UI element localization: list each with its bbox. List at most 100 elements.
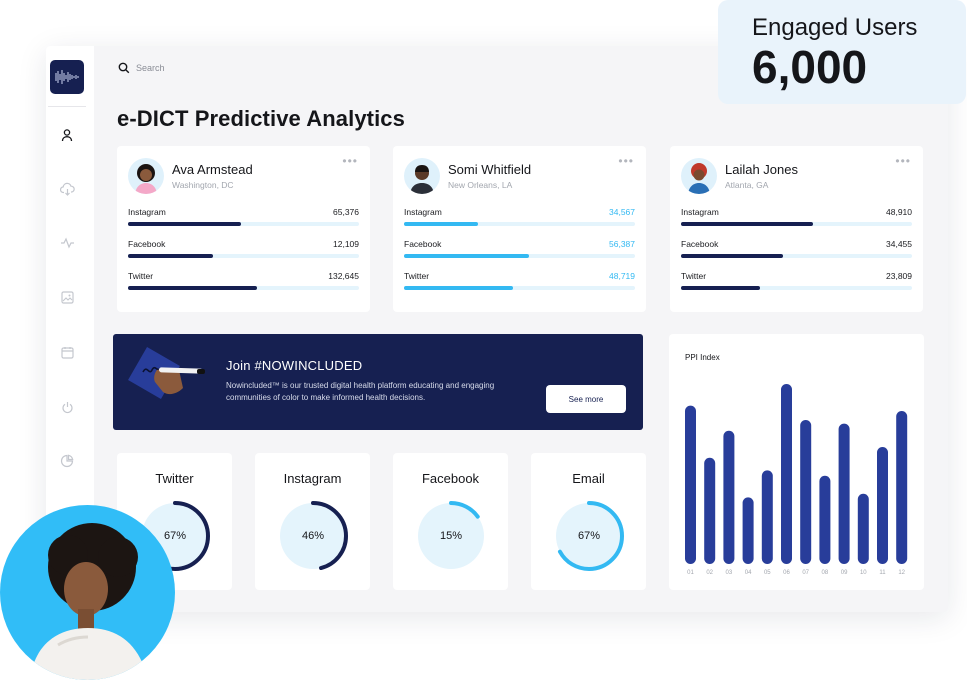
metric-label: Facebook (681, 239, 719, 249)
progress-track (128, 254, 359, 258)
metric-value: 34,567 (609, 207, 635, 217)
progress-track (681, 254, 912, 258)
power-icon[interactable] (58, 398, 76, 416)
page-title: e-DICT Predictive Analytics (117, 106, 405, 131)
progress-fill (681, 222, 813, 226)
person-location: Washington, DC (172, 180, 234, 190)
avatar (128, 158, 164, 194)
metric-label: Facebook (404, 239, 442, 249)
x-tick-label: 01 (687, 570, 694, 576)
bar-10 (857, 493, 869, 564)
sidebar-divider (48, 106, 86, 107)
progress-fill (681, 254, 783, 258)
x-tick-label: 05 (764, 570, 771, 576)
image-icon[interactable] (58, 288, 76, 306)
x-tick-label: 07 (802, 570, 809, 576)
donut-ring (278, 501, 348, 571)
bar-04 (742, 497, 754, 564)
metric-row: Instagram 48,910 (681, 207, 912, 226)
metric-row: Twitter 23,809 (681, 271, 912, 290)
bar-12 (896, 411, 908, 564)
cloud-download-icon[interactable] (58, 180, 76, 198)
more-options-icon[interactable]: ••• (342, 154, 358, 168)
user-icon[interactable] (58, 126, 76, 144)
bar-05 (761, 470, 773, 564)
app-logo[interactable] (50, 60, 84, 94)
metric-label: Twitter (404, 271, 430, 281)
x-tick-label: 11 (879, 570, 886, 576)
metric-value: 48,719 (609, 271, 635, 281)
more-options-icon[interactable]: ••• (618, 154, 634, 168)
progress-track (404, 286, 635, 290)
progress-fill (404, 222, 478, 226)
person-card[interactable]: ••• Somi Whitfield New Orleans, LA Insta… (393, 146, 646, 312)
stat-card[interactable]: Email 67% (531, 453, 646, 590)
progress-track (681, 286, 912, 290)
metric-label: Instagram (404, 207, 442, 217)
activity-icon[interactable] (58, 234, 76, 252)
stat-percent: 46% (301, 530, 325, 542)
metric-label: Twitter (681, 271, 707, 281)
banner-title: Join #NOWINCLUDED (226, 358, 363, 373)
x-tick-label: 09 (841, 570, 848, 576)
person-card[interactable]: ••• Ava Armstead Washington, DC Instagra… (117, 146, 370, 312)
metric-row: Instagram 34,567 (404, 207, 635, 226)
donut-ring (416, 501, 486, 571)
progress-fill (681, 286, 760, 290)
search-icon (118, 62, 130, 74)
see-more-button[interactable]: See more (546, 385, 626, 413)
stat-card[interactable]: Instagram 46% (255, 453, 370, 590)
nowincluded-banner: Join #NOWINCLUDED Nowincluded™ is our tr… (113, 334, 643, 430)
banner-description: Nowincluded™ is our trusted digital heal… (226, 381, 495, 402)
bar-08 (819, 475, 831, 564)
stat-percent: 67% (163, 530, 187, 542)
metric-value: 12,109 (333, 239, 359, 249)
pie-chart-icon[interactable] (58, 452, 76, 470)
stat-percent: 15% (439, 530, 463, 542)
metric-value: 65,376 (333, 207, 359, 217)
bar-07 (800, 420, 812, 564)
metric-value: 48,910 (886, 207, 912, 217)
more-options-icon[interactable]: ••• (895, 154, 911, 168)
engaged-users-label: Engaged Users (752, 14, 918, 41)
person-name: Lailah Jones (725, 162, 798, 177)
x-tick-label: 02 (706, 570, 713, 576)
progress-fill (404, 286, 513, 290)
bar-09 (838, 423, 850, 564)
metric-value: 34,455 (886, 239, 912, 249)
donut-chart (278, 501, 348, 571)
metric-value: 132,645 (328, 271, 359, 281)
donut-ring (554, 501, 624, 571)
stat-card[interactable]: Facebook 15% (393, 453, 508, 590)
bar-02 (704, 457, 716, 564)
metric-row: Twitter 132,645 (128, 271, 359, 290)
metric-row: Facebook 56,387 (404, 239, 635, 258)
x-tick-label: 06 (783, 570, 790, 576)
progress-track (681, 222, 912, 226)
stat-label: Facebook (421, 471, 480, 486)
engaged-users-badge: Engaged Users 6,000 (718, 0, 966, 104)
person-card[interactable]: ••• Lailah Jones Atlanta, GA Instagram 48… (670, 146, 923, 312)
progress-track (128, 222, 359, 226)
bar-01 (685, 405, 696, 564)
search-bar[interactable]: Search (118, 62, 165, 74)
metric-label: Twitter (128, 271, 154, 281)
waveform-logo-icon (55, 70, 79, 84)
donut-ring (140, 501, 210, 571)
metric-value: 56,387 (609, 239, 635, 249)
stat-percent: 67% (577, 530, 601, 542)
x-tick-label: 10 (860, 570, 867, 576)
metric-label: Instagram (681, 207, 719, 217)
person-name: Ava Armstead (172, 162, 253, 177)
bar-06 (781, 384, 792, 564)
x-tick-label: 03 (726, 570, 733, 576)
progress-track (404, 222, 635, 226)
calendar-icon[interactable] (58, 343, 76, 361)
person-location: New Orleans, LA (448, 180, 513, 190)
progress-track (128, 286, 359, 290)
search-input[interactable]: Search (136, 63, 165, 73)
progress-fill (404, 254, 529, 258)
person-location: Atlanta, GA (725, 180, 769, 190)
bar-chart: 01 02 03 04 05 06 07 08 09 10 11 12 (685, 384, 908, 576)
avatar (681, 158, 717, 194)
